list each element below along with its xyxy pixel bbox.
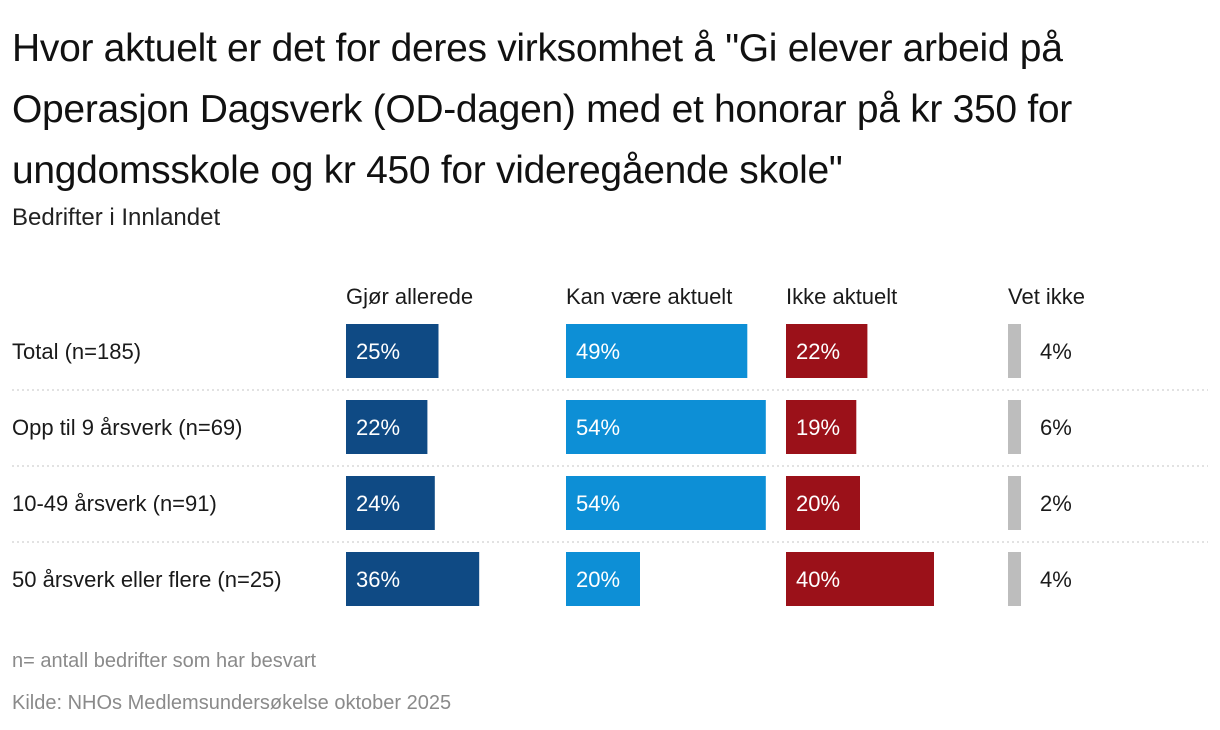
bar: [346, 476, 435, 530]
data-label: 6%: [1040, 415, 1072, 440]
chart-source: Kilde: NHOs Medlemsundersøkelse oktober …: [12, 692, 452, 714]
bar: [786, 324, 868, 378]
bar: [786, 476, 860, 530]
bar: [1008, 476, 1021, 530]
series-header: Vet ikke: [1008, 284, 1085, 309]
data-label: 4%: [1040, 339, 1072, 364]
data-label: 4%: [1040, 567, 1072, 592]
data-label: 22%: [796, 339, 840, 364]
category-label: 50 årsverk eller flere (n=25): [12, 567, 282, 592]
data-label: 20%: [796, 491, 840, 516]
bar: [346, 324, 439, 378]
chart-subtitle: Bedrifter i Innlandet: [12, 204, 221, 231]
split-bar-chart: Gjør allerede Kan være aktuelt Ikke aktuel…: [12, 284, 1208, 606]
data-label: 2%: [1040, 491, 1072, 516]
data-label: 24%: [356, 491, 400, 516]
chart-title: Hvor aktuelt er det for deres virksomhet…: [12, 27, 1072, 192]
category-label: Opp til 9 årsverk (n=69): [12, 415, 242, 440]
bar: [1008, 324, 1021, 378]
data-label: 22%: [356, 415, 400, 440]
bar: [566, 324, 748, 378]
bar: [566, 552, 640, 606]
data-label: 40%: [796, 567, 840, 592]
category-label: 10-49 årsverk (n=91): [12, 491, 217, 516]
bar: [346, 400, 428, 454]
series-header: Ikke aktuelt: [786, 284, 897, 309]
bar: [1008, 400, 1021, 454]
data-label: 20%: [576, 567, 620, 592]
bar: [566, 476, 766, 530]
series-header: Gjør allerede: [346, 284, 473, 309]
data-label: 54%: [576, 415, 620, 440]
category-label: Total (n=185): [12, 339, 141, 364]
chart-note: n= antall bedrifter som har besvart: [12, 650, 317, 672]
bar: [786, 400, 857, 454]
data-label: 19%: [796, 415, 840, 440]
bar: [346, 552, 480, 606]
data-label: 25%: [356, 339, 400, 364]
bar: [566, 400, 766, 454]
bar: [786, 552, 934, 606]
bar: [1008, 552, 1021, 606]
series-header: Kan være aktuelt: [566, 284, 732, 309]
data-label: 49%: [576, 339, 620, 364]
data-label: 54%: [576, 491, 620, 516]
data-label: 36%: [356, 567, 400, 592]
